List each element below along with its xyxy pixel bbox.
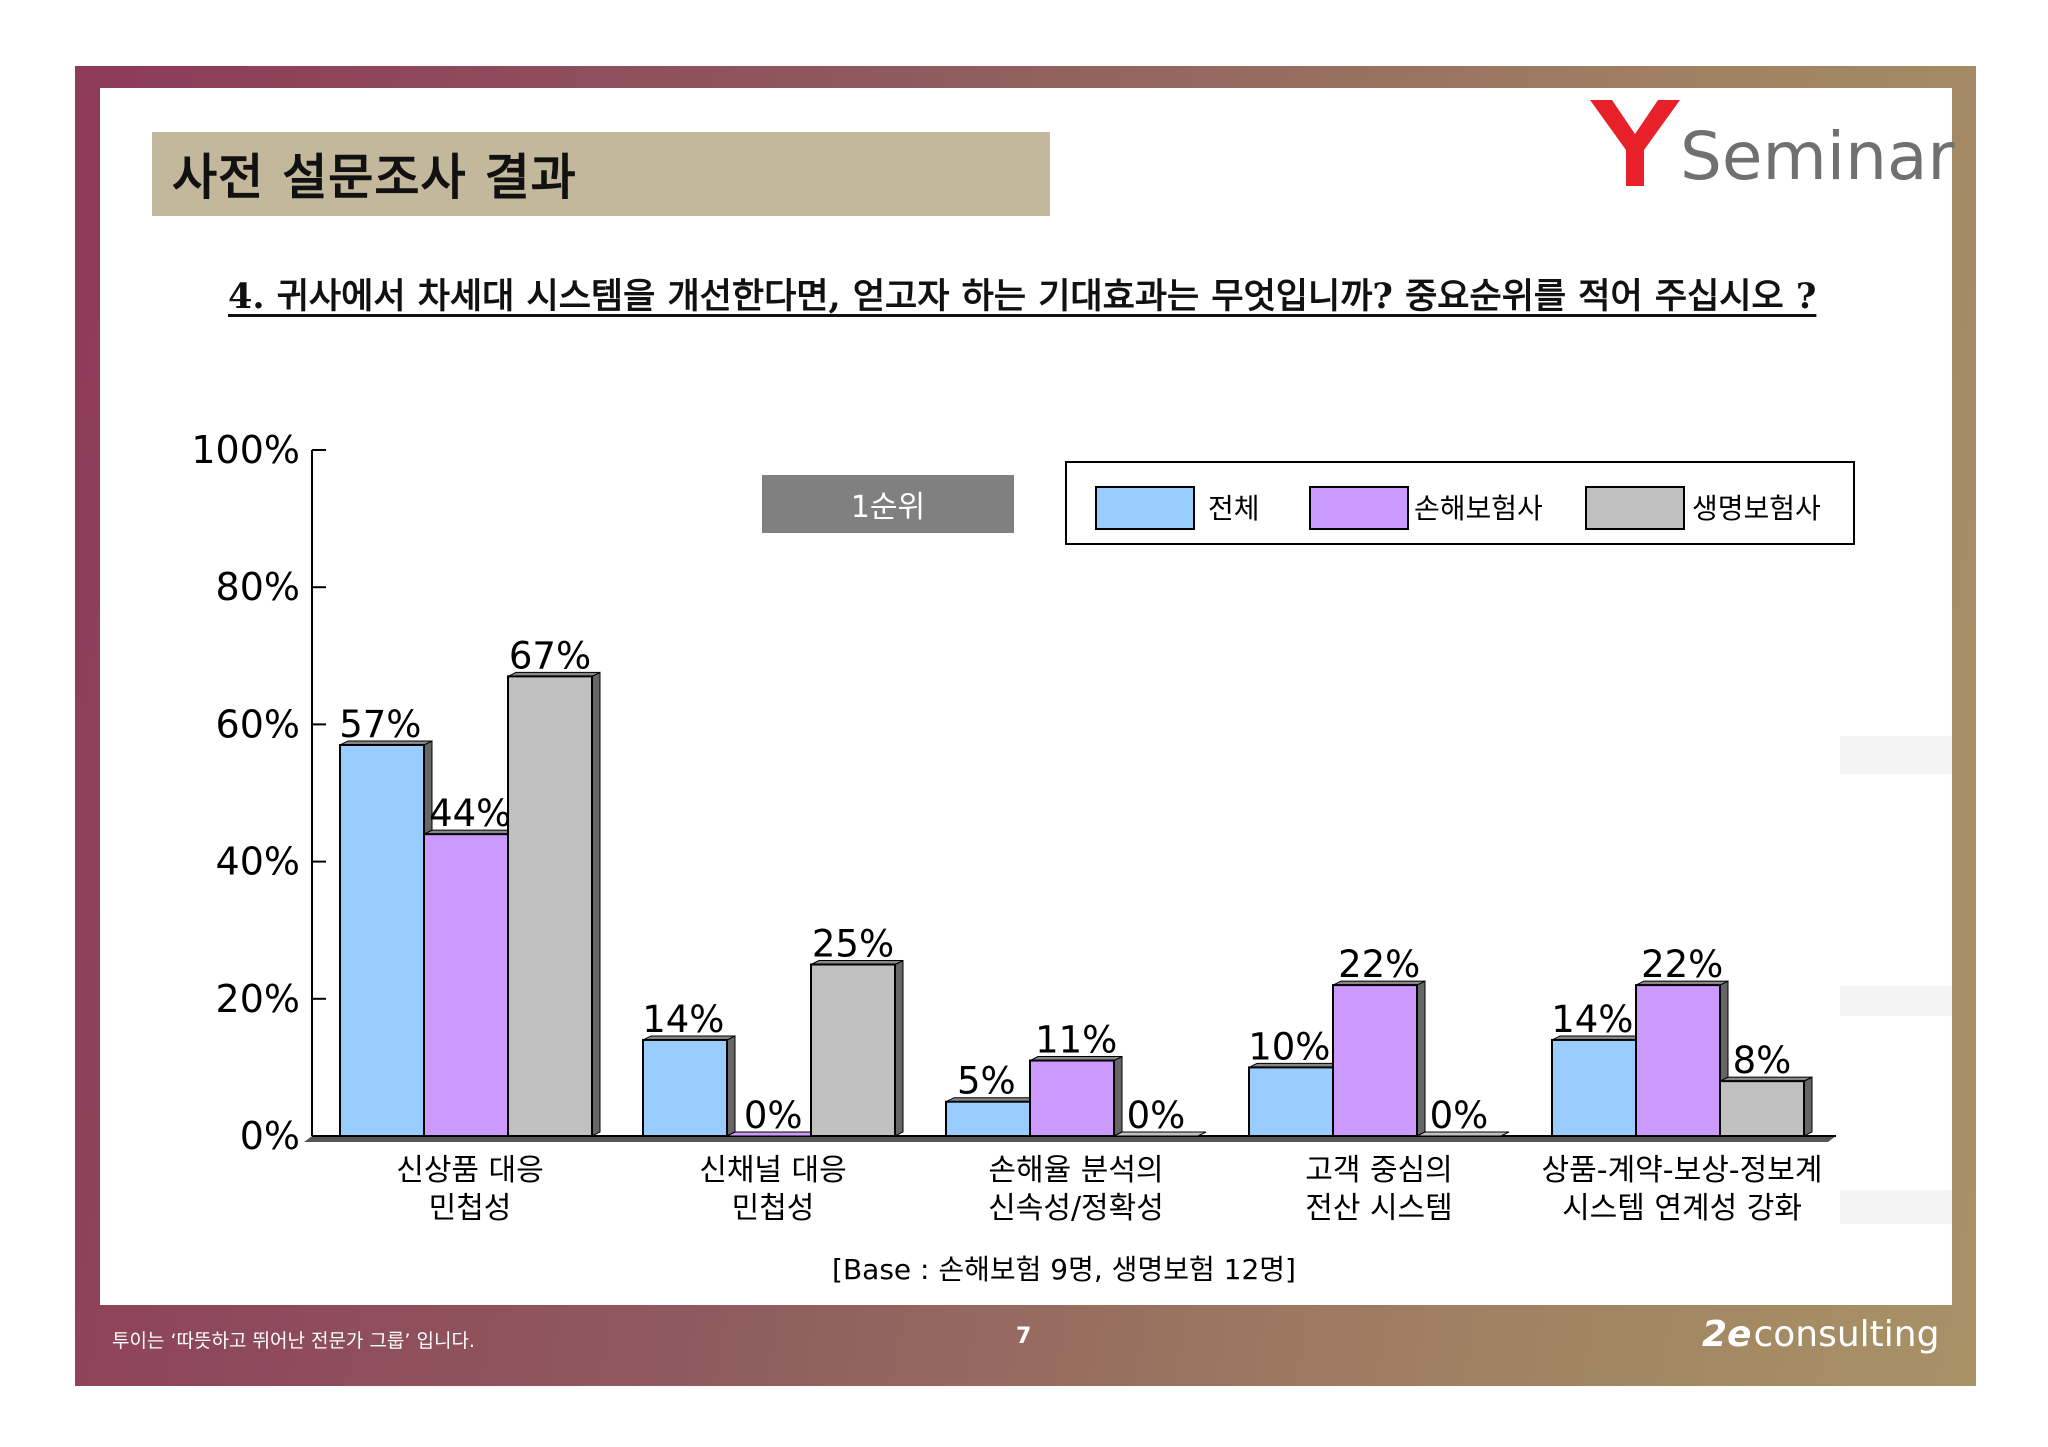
- bar: [1416, 1131, 1510, 1137]
- watermark-stripe: [1840, 1190, 1952, 1224]
- watermark-stripe: [1840, 736, 1952, 774]
- y-tick-label: 80%: [216, 565, 300, 609]
- bar-side: [1803, 1076, 1813, 1137]
- y-tick-label: 0%: [240, 1114, 300, 1158]
- legend-swatch: [1585, 486, 1685, 530]
- category-label: 고객 중심의: [1305, 1153, 1453, 1188]
- bar-side: [1113, 1055, 1123, 1137]
- chart-floor: [304, 1136, 1836, 1142]
- bar: [507, 675, 593, 1137]
- category-label: 시스템 연계성 강화: [1562, 1191, 1802, 1226]
- bar: [1719, 1080, 1805, 1137]
- data-label: 14%: [1551, 998, 1633, 1041]
- data-label: 0%: [1430, 1094, 1489, 1137]
- chart-title: 1순위: [851, 490, 925, 525]
- bar: [810, 963, 896, 1137]
- footer-slogan: 투이는 ‘따뜻하고 뛰어난 전문가 그룹’ 입니다.: [112, 1330, 475, 1352]
- base-note: [Base : 손해보험 9명, 생명보험 12명]: [832, 1253, 1296, 1286]
- legend-swatch: [1309, 486, 1409, 530]
- category-label: 신채널 대응: [699, 1153, 847, 1188]
- bar-side: [726, 1035, 736, 1137]
- category-label: 민첩성: [732, 1191, 815, 1226]
- y-tick-label: 40%: [216, 840, 300, 884]
- logo-brand: Seminar: [1680, 118, 1955, 195]
- data-label: 5%: [957, 1060, 1016, 1103]
- y-tick-label: 100%: [191, 428, 300, 472]
- logo-text: consulting: [1753, 1314, 1940, 1355]
- bar: [1635, 984, 1721, 1138]
- footer-logo: 2econsulting: [1702, 1314, 1939, 1355]
- bar: [945, 1100, 1031, 1137]
- bar-side: [1416, 980, 1426, 1137]
- page-number: 7: [1016, 1324, 1032, 1349]
- bar: [1332, 984, 1418, 1138]
- category-label: 신상품 대응: [396, 1153, 544, 1188]
- data-label: 11%: [1035, 1019, 1117, 1062]
- y-tick-label: 60%: [216, 702, 300, 746]
- data-label: 14%: [642, 998, 724, 1041]
- category-label: 상품-계약-보상-정보계: [1542, 1153, 1823, 1188]
- logo-y-icon: [1590, 100, 1680, 186]
- y-tick-label: 20%: [216, 977, 300, 1021]
- data-label: 22%: [1338, 943, 1420, 986]
- data-label: 44%: [429, 792, 511, 835]
- bar: [339, 743, 425, 1137]
- watermark-stripe: [1840, 986, 1952, 1016]
- category-label: 손해율 분석의: [988, 1153, 1163, 1188]
- bar: [1113, 1131, 1207, 1137]
- bar-side: [591, 671, 601, 1137]
- category-label: 신속성/정확성: [988, 1191, 1164, 1226]
- legend-label: 손해보험사: [1414, 492, 1543, 525]
- legend-box: [1065, 461, 1855, 545]
- legend-label: 생명보험사: [1692, 492, 1821, 525]
- bar-side: [894, 959, 904, 1137]
- chart-title-box: [762, 475, 1014, 533]
- legend-swatch: [1095, 486, 1195, 530]
- title-bar: [152, 132, 1050, 216]
- data-label: 10%: [1248, 1025, 1330, 1068]
- bar: [1029, 1059, 1115, 1138]
- survey-question: 4. 귀사에서 차세대 시스템을 개선한다면, 얻고자 하는 기대효과는 무엇입…: [228, 276, 1817, 317]
- data-label: 25%: [812, 923, 894, 966]
- category-label: 전산 시스템: [1305, 1191, 1453, 1226]
- data-label: 22%: [1641, 943, 1723, 986]
- page-title: 사전 설문조사 결과: [172, 149, 577, 206]
- bar: [642, 1038, 728, 1137]
- category-label: 민첩성: [429, 1191, 512, 1226]
- bar: [1248, 1066, 1334, 1138]
- data-label: 0%: [1127, 1094, 1186, 1137]
- data-label: 57%: [339, 703, 421, 746]
- legend-label: 전체: [1208, 492, 1260, 525]
- bar: [1551, 1038, 1637, 1137]
- data-label: 67%: [509, 634, 591, 677]
- data-label: 0%: [744, 1094, 803, 1137]
- logo-mark: 2e: [1702, 1314, 1752, 1355]
- data-label: 8%: [1733, 1039, 1792, 1082]
- bar: [423, 833, 509, 1137]
